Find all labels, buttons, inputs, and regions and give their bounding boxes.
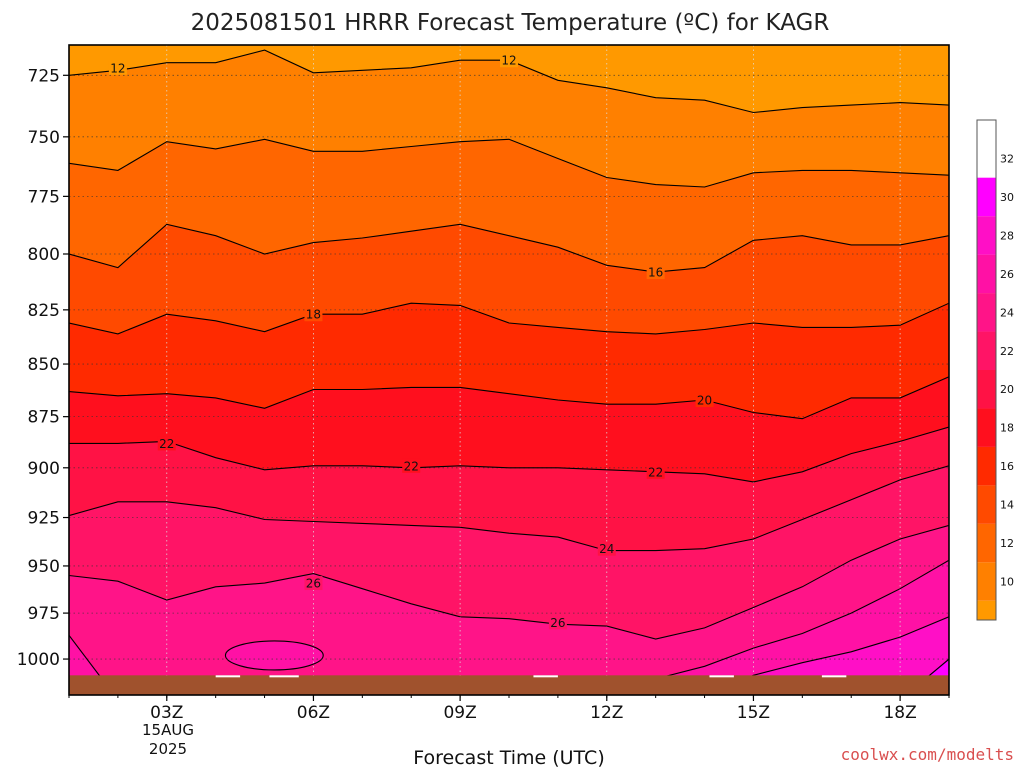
y-tick-label: 775 (28, 187, 60, 207)
ground-gap (821, 675, 847, 678)
y-tick-label: 750 (28, 128, 60, 148)
contour-label: 26 (306, 577, 321, 591)
colorbar-swatch (977, 523, 996, 563)
contour-label: 22 (404, 459, 419, 473)
colorbar-swatch (977, 600, 996, 620)
contour-label-bg (548, 615, 567, 630)
contour-labels: 12 12 16 18 20 22 22 22 24 26 26 (108, 53, 714, 630)
date-label-day: 15AUG (142, 721, 194, 739)
x-axis: 03Z 06Z 09Z 12Z 15Z 18Z (68, 695, 950, 723)
contour-label-bg (646, 265, 665, 280)
y-tick-label: 725 (28, 66, 60, 86)
ground-gap (215, 675, 241, 678)
contour-label-bg (695, 392, 714, 407)
y-tick-label: 975 (28, 604, 60, 624)
y-tick-label: 1000 (17, 650, 60, 670)
contour-line-16 (69, 223, 949, 273)
contour-label: 22 (648, 465, 663, 479)
plot-area: 12 12 16 18 20 22 22 22 24 26 26 (69, 45, 949, 695)
x-tick-label: 09Z (443, 703, 476, 723)
credit-link[interactable]: coolwx.com/modelts (841, 745, 1014, 764)
contour-line-28 (69, 559, 949, 695)
colorbar-tick-label: 20 (1000, 383, 1014, 396)
ground-fill (69, 675, 949, 695)
colorbar-tick-label: 28 (1000, 229, 1014, 242)
contour-label-bg (597, 541, 616, 556)
colorbar-swatch (977, 370, 996, 409)
contour-label: 16 (648, 266, 663, 280)
colorbar-tick-label: 10 (1000, 576, 1014, 589)
y-tick-label: 825 (28, 301, 60, 321)
x-tick-label: 12Z (590, 703, 623, 723)
colorbar-tick-label: 12 (1000, 537, 1014, 550)
colorbar-tick-label: 24 (1000, 306, 1014, 319)
colorbar: 10 12 14 16 18 20 22 24 26 28 30 32 (976, 119, 1014, 621)
y-tick-label: 850 (28, 355, 60, 375)
temperature-band (69, 559, 949, 695)
contour-line-20 (69, 376, 949, 420)
contour-label-bg (108, 60, 127, 75)
ground-surface (69, 675, 949, 695)
contour-line-24 (69, 465, 949, 552)
y-tick-label: 950 (28, 557, 60, 577)
contour-label: 12 (110, 61, 125, 75)
ground-gap (709, 675, 734, 678)
y-axis: 725 750 775 800 825 850 875 900 925 950 975 1000 (17, 66, 69, 670)
colorbar-tick-label: 26 (1000, 268, 1014, 281)
contour-label: 26 (550, 616, 565, 630)
contour-label-bg (646, 464, 665, 479)
ground-gap (269, 675, 299, 678)
x-tick-label: 06Z (297, 703, 330, 723)
colorbar-tick-label: 18 (1000, 422, 1014, 435)
contour-label: 22 (159, 437, 174, 451)
colorbar-swatch (977, 293, 996, 332)
colorbar-tick-label: 22 (1000, 345, 1014, 358)
y-tick-label: 800 (28, 245, 60, 265)
temperature-band (69, 223, 949, 335)
contour-label: 20 (697, 393, 712, 407)
colorbar-swatch (977, 446, 996, 486)
contour-label-bg (304, 576, 323, 591)
contour-line-22 (69, 426, 949, 483)
y-tick-label: 900 (28, 459, 60, 479)
contour-label: 12 (501, 54, 516, 68)
contour-label-bg (157, 436, 176, 451)
colorbar-swatch (977, 408, 996, 447)
x-tick-label: 18Z (883, 703, 916, 723)
y-tick-label: 925 (28, 509, 60, 529)
x-tick-label: 03Z (150, 703, 183, 723)
contour-label-bg (304, 307, 323, 322)
colorbar-swatch (977, 331, 996, 370)
colorbar-swatch (977, 216, 996, 255)
colorbar-tick-label: 32 (1000, 152, 1014, 165)
chart-title: 2025081501 HRRR Forecast Temperature (ºC… (191, 10, 830, 36)
colorbar-frame (976, 119, 997, 621)
contour-line-30 (713, 616, 949, 695)
gridlines (69, 45, 949, 695)
contour-label: 24 (599, 542, 614, 556)
colorbar-swatch (977, 177, 996, 217)
x-tick-label: 15Z (737, 703, 770, 723)
colorbar-tick-label: 30 (1000, 191, 1014, 204)
colorbar-swatch (977, 485, 996, 524)
contour-line-18 (69, 302, 949, 335)
contour-label-bg (402, 458, 421, 473)
colorbar-swatch (977, 254, 996, 294)
contour-line-14 (69, 138, 949, 188)
contour-line-26 (69, 524, 949, 640)
colorbar-tick-label: 16 (1000, 460, 1014, 473)
date-label-year: 2025 (149, 740, 187, 758)
y-tick-label: 875 (28, 408, 60, 428)
colorbar-swatch (977, 562, 996, 601)
ground-gap (533, 675, 558, 678)
closed-contour (224, 640, 324, 671)
contour-label-bg (500, 53, 518, 68)
colorbar-tick-label: 14 (1000, 499, 1014, 512)
x-axis-label: Forecast Time (UTC) (413, 747, 604, 768)
contour-label: 18 (306, 308, 321, 322)
